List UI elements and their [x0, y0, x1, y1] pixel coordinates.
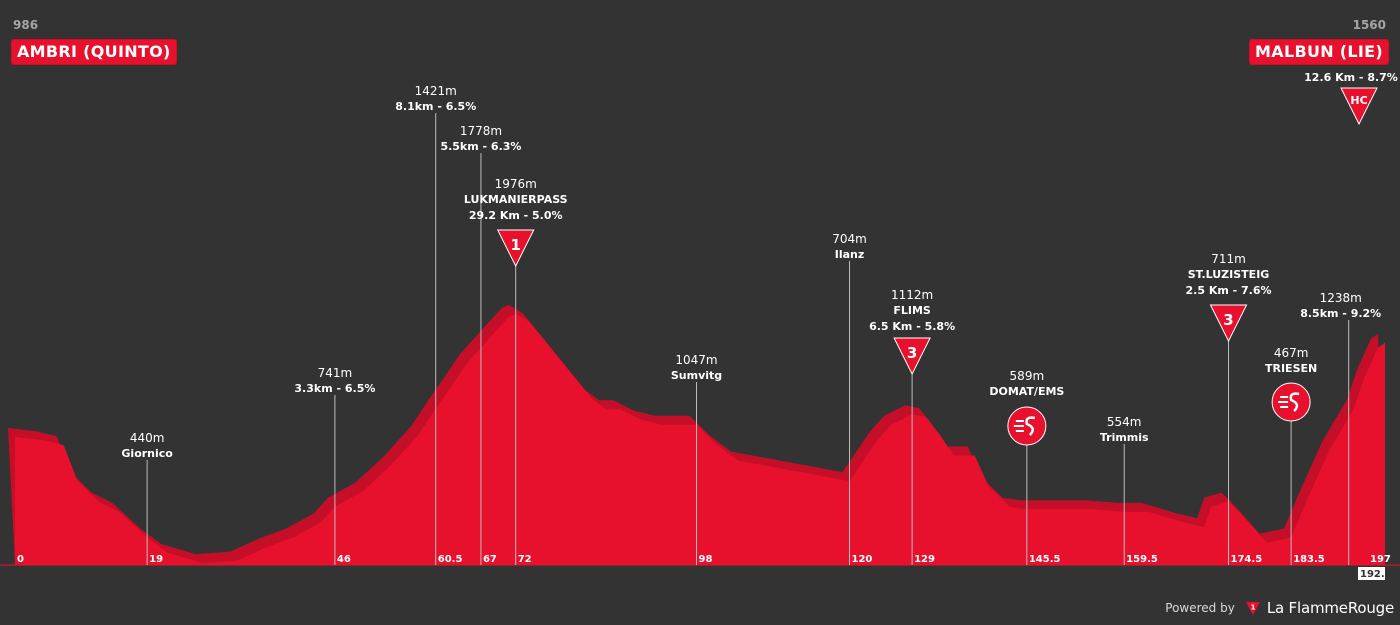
annotation-place-name: FLIMS — [893, 304, 931, 317]
km-tick-label: 183.5 — [1293, 554, 1325, 565]
start-location-badge: AMBRI (QUINTO) — [12, 40, 176, 64]
km-tick-label: 174.5 — [1231, 554, 1263, 565]
logo-mark: 1 — [1250, 604, 1255, 612]
annotation-climb-detail: 2.5 Km - 7.6% — [1186, 284, 1272, 297]
annotation-elevation: 440m — [130, 431, 165, 445]
km-tick-highlight — [1358, 567, 1385, 580]
annotation-climb-detail: 5.5km - 6.3% — [440, 140, 521, 153]
hc-category-label: HC — [1350, 94, 1367, 107]
annotation-place-name: LUKMANIERPASS — [464, 193, 568, 206]
brand-name-part1: La Flamme — [1266, 599, 1348, 617]
annotation-elevation: 1047m — [675, 353, 717, 367]
finish-location-badge: MALBUN (LIE) — [1250, 40, 1388, 64]
annotation-elevation: 1421m — [415, 84, 457, 98]
annotation-place-name: Giornico — [121, 447, 173, 460]
kom-category-label: 3 — [907, 344, 917, 362]
hc-category-icon — [1340, 87, 1378, 126]
km-tick-label: 98 — [699, 554, 713, 565]
kom-category-label: 3 — [1223, 311, 1233, 329]
profile-area — [15, 313, 1385, 565]
sprint-icon-glyph — [1013, 416, 1036, 436]
brand-name-part2: Rouge — [1347, 599, 1394, 617]
km-tick-label: 120 — [852, 554, 873, 565]
km-tick-label: 192.5 — [1360, 569, 1392, 580]
powered-by-footer: Powered by 1 La FlammeRouge — [1165, 599, 1394, 617]
km-tick-label: 72 — [518, 554, 532, 565]
kom-category-icon — [893, 337, 931, 376]
start-elevation: 986 — [13, 18, 39, 32]
annotation-elevation: 554m — [1107, 415, 1142, 429]
km-tick-label: 145.5 — [1029, 554, 1061, 565]
kom-category-label: 1 — [510, 236, 520, 254]
brand-name: La FlammeRouge — [1267, 599, 1394, 617]
annotation-place-name: TRIESEN — [1265, 362, 1317, 375]
annotation-climb-detail: 6.5 Km - 5.8% — [869, 320, 955, 333]
km-tick-label: 0 — [17, 554, 24, 565]
annotation-place-name: Trimmis — [1100, 431, 1149, 444]
annotation-elevation: 741m — [318, 366, 353, 380]
annotation-elevation: 1238m — [1320, 291, 1362, 305]
annotation-place-name: ST.LUZISTEIG — [1188, 268, 1270, 281]
km-tick-label: 129 — [914, 554, 935, 565]
km-tick-label: 159.5 — [1126, 554, 1158, 565]
annotation-climb-detail: 29.2 Km - 5.0% — [469, 209, 563, 222]
km-tick-label: 60.5 — [438, 554, 463, 565]
annotation-climb-detail: 8.5km - 9.2% — [1300, 307, 1381, 320]
km-tick-label: 46 — [337, 554, 351, 565]
powered-by-label: Powered by — [1165, 601, 1235, 615]
kom-category-icon — [496, 229, 535, 268]
annotation-elevation: 1112m — [891, 288, 933, 302]
annotation-elevation: 711m — [1211, 252, 1246, 266]
km-tick-label: 19 — [149, 554, 163, 565]
annotation-place-name: DOMAT/EMS — [989, 385, 1064, 398]
annotation-elevation: 589m — [1010, 369, 1045, 383]
annotation-place-name: Sumvitg — [671, 369, 722, 382]
annotation-climb-detail: 8.1km - 6.5% — [395, 100, 476, 113]
km-tick-label: 197 — [1370, 554, 1391, 565]
la-flamme-rouge-logo-icon: 1 — [1245, 602, 1260, 615]
annotation-place-name: Ilanz — [835, 248, 865, 261]
sprint-icon — [1007, 406, 1047, 446]
annotation-elevation: 704m — [832, 232, 867, 246]
annotation-elevation: 1778m — [460, 124, 502, 138]
annotation-elevation: 1976m — [495, 177, 537, 191]
annotation-elevation: 467m — [1274, 346, 1309, 360]
finish-climb-detail: 12.6 Km - 8.7% — [1304, 71, 1398, 84]
annotation-climb-detail: 3.3km - 6.5% — [294, 382, 375, 395]
sprint-icon-glyph — [1278, 392, 1300, 412]
km-tick-label: 67 — [483, 554, 497, 565]
finish-elevation: 1560 — [1352, 18, 1386, 32]
kom-category-icon — [1209, 304, 1248, 343]
sprint-icon — [1271, 382, 1311, 422]
